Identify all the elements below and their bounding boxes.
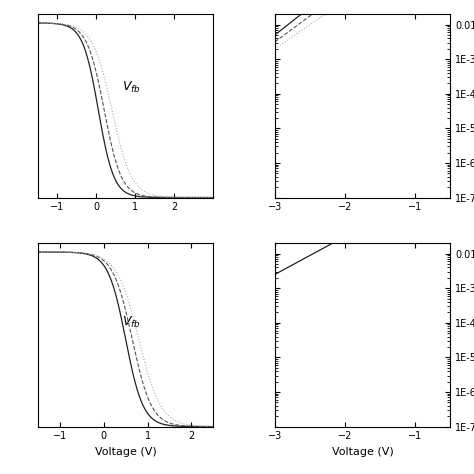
X-axis label: Voltage (V): Voltage (V) [95, 447, 156, 457]
X-axis label: Voltage (V): Voltage (V) [332, 447, 393, 457]
Text: $V_{fb}$: $V_{fb}$ [122, 80, 141, 95]
Text: $V_{fb}$: $V_{fb}$ [122, 315, 141, 330]
